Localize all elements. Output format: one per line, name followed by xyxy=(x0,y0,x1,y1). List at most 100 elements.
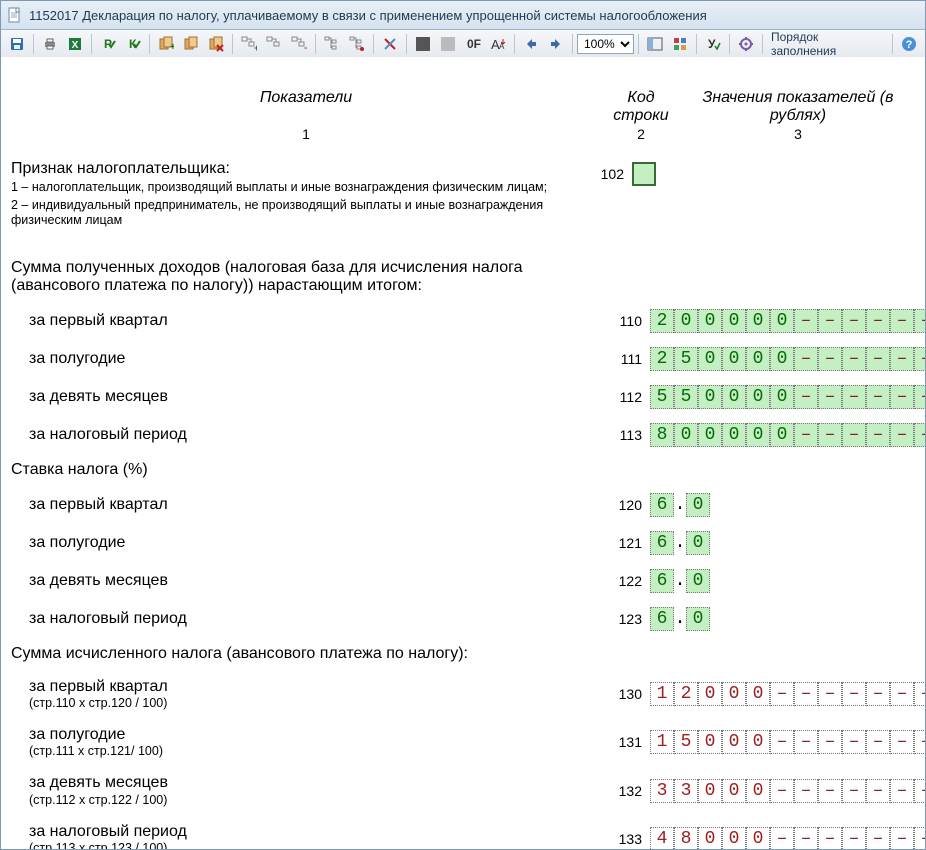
nav-prev-button[interactable] xyxy=(519,32,543,56)
validate-p-button[interactable]: Р xyxy=(96,32,120,56)
digit-cell[interactable]: 8 xyxy=(650,423,674,447)
digit-cell[interactable]: – xyxy=(866,309,890,333)
tree-remove-button[interactable]: − xyxy=(287,32,311,56)
fill-dark-button[interactable] xyxy=(411,32,435,56)
digit-cell[interactable]: 0 xyxy=(746,385,770,409)
digit-cell[interactable]: – xyxy=(794,309,818,333)
label-113: за налоговый период xyxy=(11,425,604,444)
column-headers: Показатели Код строки Значения показател… xyxy=(11,89,915,124)
panel-toggle-button[interactable] xyxy=(643,32,667,56)
digit-cell[interactable]: 0 xyxy=(746,347,770,371)
cut-cross-button[interactable] xyxy=(378,32,402,56)
digit-cell[interactable]: – xyxy=(818,385,842,409)
digit-cell[interactable]: 5 xyxy=(674,385,698,409)
digit-cell[interactable]: – xyxy=(818,347,842,371)
toolbar-separator xyxy=(232,34,233,54)
digit-cell[interactable]: 0 xyxy=(674,423,698,447)
font-size-button[interactable]: AA xyxy=(486,32,510,56)
grid-toggle-button[interactable] xyxy=(668,32,692,56)
cells-123[interactable]: 6 . 0 xyxy=(650,607,710,631)
cells-121[interactable]: 6 . 0 xyxy=(650,531,710,555)
tree-add-button[interactable]: + xyxy=(237,32,261,56)
digit-cell[interactable]: 0 xyxy=(770,423,794,447)
font-format-button[interactable]: 0F xyxy=(461,32,485,56)
digit-cell[interactable]: – xyxy=(866,347,890,371)
save-button[interactable] xyxy=(5,32,29,56)
digit-cell[interactable]: – xyxy=(794,423,818,447)
digit-cell[interactable]: 5 xyxy=(650,385,674,409)
digit-cell[interactable]: 0 xyxy=(722,385,746,409)
help-button[interactable]: ? xyxy=(897,32,921,56)
digit-cell[interactable]: 2 xyxy=(650,347,674,371)
add-section-button[interactable]: + xyxy=(154,32,178,56)
digit-cell[interactable]: – xyxy=(842,423,866,447)
digit-cell[interactable]: 0 xyxy=(698,423,722,447)
settings-button[interactable] xyxy=(734,32,758,56)
digit-cell[interactable]: 0 xyxy=(722,309,746,333)
digit-cell[interactable]: 0 xyxy=(746,423,770,447)
digit-cell[interactable]: 0 xyxy=(770,347,794,371)
digit-cell[interactable]: – xyxy=(890,309,914,333)
rate-120-a[interactable]: 6 xyxy=(650,493,674,517)
digit-cell[interactable]: 0 xyxy=(674,309,698,333)
copy-section-button[interactable] xyxy=(179,32,203,56)
rate-123-b[interactable]: 0 xyxy=(686,607,710,631)
fill-light-button[interactable] xyxy=(436,32,460,56)
rate-121-a[interactable]: 6 xyxy=(650,531,674,555)
digit-cell[interactable]: – xyxy=(866,385,890,409)
rate-121-b[interactable]: 0 xyxy=(686,531,710,555)
field-102[interactable] xyxy=(632,162,656,186)
digit-cell[interactable]: – xyxy=(794,347,818,371)
delete-section-button[interactable] xyxy=(204,32,228,56)
digit-cell[interactable]: 0 xyxy=(698,385,722,409)
sign-button[interactable]: У xyxy=(701,32,725,56)
tree-expand-button[interactable] xyxy=(320,32,344,56)
cells-122[interactable]: 6 . 0 xyxy=(650,569,710,593)
digit-cell[interactable]: – xyxy=(890,347,914,371)
label-122: за девять месяцев xyxy=(11,571,604,590)
excel-button[interactable]: X xyxy=(63,32,87,56)
label-110: за первый квартал xyxy=(11,311,604,330)
digit-cell[interactable]: – xyxy=(842,385,866,409)
digit-cell[interactable]: – xyxy=(914,423,925,447)
fill-order-link[interactable]: Порядок заполнения xyxy=(767,30,888,58)
tree-collapse-button[interactable] xyxy=(345,32,369,56)
digit-cell[interactable]: 0 xyxy=(746,309,770,333)
zoom-select[interactable]: 100% xyxy=(577,34,634,54)
digit-cell[interactable]: 0 xyxy=(770,309,794,333)
digit-cell[interactable]: – xyxy=(794,385,818,409)
digit-cell[interactable]: 5 xyxy=(674,347,698,371)
print-button[interactable] xyxy=(38,32,62,56)
digit-cell[interactable]: 0 xyxy=(722,423,746,447)
cells-111[interactable]: 250000–––––– xyxy=(650,347,925,371)
nav-next-button[interactable] xyxy=(544,32,568,56)
digit-cell[interactable]: – xyxy=(818,423,842,447)
tree-copy-button[interactable] xyxy=(262,32,286,56)
rate-123-a[interactable]: 6 xyxy=(650,607,674,631)
cells-113[interactable]: 800000–––––– xyxy=(650,423,925,447)
digit-cell: – xyxy=(866,779,890,803)
digit-cell[interactable]: 0 xyxy=(770,385,794,409)
digit-cell[interactable]: – xyxy=(914,309,925,333)
digit-cell[interactable]: – xyxy=(866,423,890,447)
cells-120[interactable]: 6 . 0 xyxy=(650,493,710,517)
digit-cell[interactable]: – xyxy=(842,309,866,333)
digit-cell[interactable]: 0 xyxy=(698,347,722,371)
digit-cell[interactable]: 0 xyxy=(722,347,746,371)
validate-k-button[interactable]: К xyxy=(121,32,145,56)
digit-cell[interactable]: 2 xyxy=(650,309,674,333)
label-133-text: за налоговый период xyxy=(29,823,187,840)
digit-cell[interactable]: – xyxy=(890,423,914,447)
digit-cell[interactable]: – xyxy=(914,347,925,371)
rate-122-b[interactable]: 0 xyxy=(686,569,710,593)
digit-cell: 1 xyxy=(650,730,674,754)
rate-120-b[interactable]: 0 xyxy=(686,493,710,517)
cells-112[interactable]: 550000–––––– xyxy=(650,385,925,409)
digit-cell[interactable]: 0 xyxy=(698,309,722,333)
cells-110[interactable]: 200000–––––– xyxy=(650,309,925,333)
digit-cell[interactable]: – xyxy=(914,385,925,409)
digit-cell[interactable]: – xyxy=(818,309,842,333)
rate-122-a[interactable]: 6 xyxy=(650,569,674,593)
digit-cell[interactable]: – xyxy=(890,385,914,409)
digit-cell[interactable]: – xyxy=(842,347,866,371)
